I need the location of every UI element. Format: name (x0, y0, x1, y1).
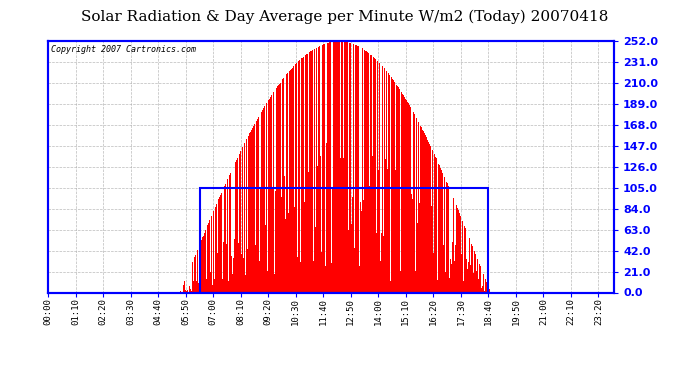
Text: Solar Radiation & Day Average per Minute W/m2 (Today) 20070418: Solar Radiation & Day Average per Minute… (81, 9, 609, 24)
Text: Copyright 2007 Cartronics.com: Copyright 2007 Cartronics.com (51, 45, 196, 54)
Bar (199, 188, 489, 292)
